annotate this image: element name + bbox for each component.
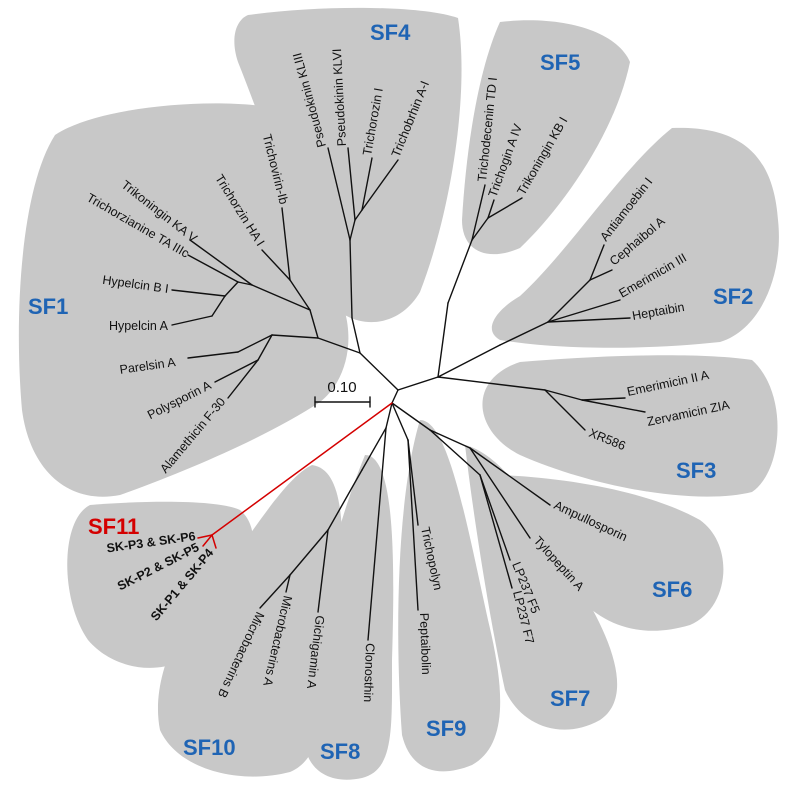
group-label-sf1: SF1	[28, 294, 68, 319]
group-label-sf9: SF9	[426, 716, 466, 741]
cluster-sf11	[67, 501, 254, 668]
leaf-label: Peptaibolin	[417, 613, 433, 675]
cluster-sf2	[491, 127, 779, 348]
leaf-label: Hypelcin A	[109, 319, 169, 333]
group-label-sf3: SF3	[676, 458, 716, 483]
group-label-sf4: SF4	[370, 20, 411, 45]
cluster-sf1	[18, 103, 349, 497]
scale-bar-label: 0.10	[327, 379, 356, 396]
leaf-label: Clonosthin	[361, 643, 377, 703]
group-label-sf11: SF11	[88, 514, 139, 539]
cluster-sf5	[462, 20, 630, 255]
sf11-branch	[211, 402, 393, 536]
scale-bar: 0.10	[314, 379, 371, 408]
leaf-label: Pseudokinin KLVI	[330, 48, 349, 146]
group-label-sf2: SF2	[713, 284, 753, 309]
cluster-backgrounds	[18, 7, 779, 780]
cluster-sf7	[465, 445, 618, 730]
sf11-branch	[197, 534, 213, 539]
group-label-sf7: SF7	[550, 686, 590, 711]
sf11-branch	[211, 534, 217, 549]
sf11-branch	[202, 534, 213, 547]
group-label-sf6: SF6	[652, 577, 692, 602]
group-label-sf8: SF8	[320, 739, 360, 764]
branches	[171, 147, 646, 641]
cluster-sf6	[500, 475, 724, 631]
group-label-sf5: SF5	[540, 50, 580, 75]
group-labels: SF1 SF4 SF5 SF2 SF3 SF6 SF7 SF9 SF8 SF10…	[28, 20, 753, 764]
group-label-sf10: SF10	[183, 735, 236, 760]
cluster-sf4	[234, 7, 462, 323]
cluster-sf10	[157, 465, 343, 777]
cluster-sf9	[398, 420, 501, 772]
cluster-sf3	[482, 355, 778, 497]
